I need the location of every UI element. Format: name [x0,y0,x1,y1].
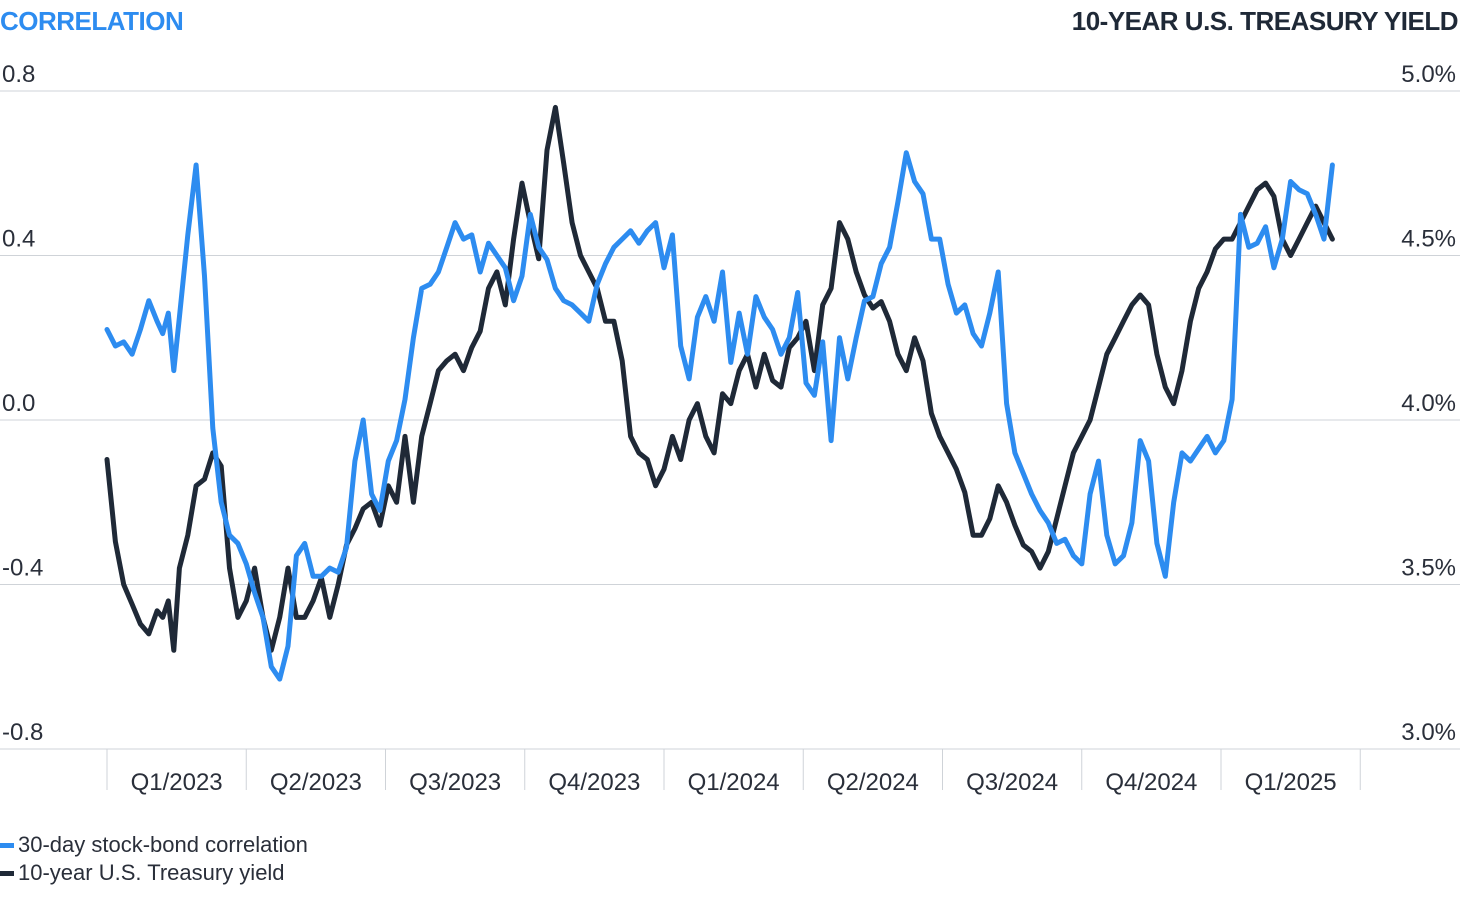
right-tick-label: 3.0% [1401,719,1456,746]
right-tick-label: 4.5% [1401,226,1456,253]
x-tick-label: Q4/2023 [548,769,640,796]
legend-swatch-correlation [0,842,14,848]
series-line-correlation [104,150,1335,682]
right-tick-label: 5.0% [1401,61,1456,88]
series-layer [104,104,1335,682]
x-tick-label: Q3/2023 [409,769,501,796]
right-axis-title: 10-YEAR U.S. TREASURY YIELD [1071,6,1459,36]
left-tick-label: 0.0 [2,390,35,417]
x-tick-label: Q1/2024 [688,769,780,796]
left-tick-label: 0.4 [2,226,35,253]
x-tick-label: Q2/2023 [270,769,362,796]
legend-label-correlation: 30-day stock-bond correlation [18,832,308,857]
legend-item-yield: 10-year U.S. Treasury yield [0,860,285,886]
legend-label-yield: 10-year U.S. Treasury yield [18,860,285,885]
legend-swatch-yield [0,870,14,876]
left-tick-label: 0.8 [2,61,35,88]
left-tick-label: -0.8 [2,719,43,746]
right-tick-label: 4.0% [1401,390,1456,417]
x-tick-label: Q2/2024 [827,769,919,796]
tick-layer: 0.8 5.0% 0.4 4.5% 0.0 4.0% -0.4 3.5% -0.8 3.0% Q1/… [2,61,1456,796]
series-line-yield [104,104,1335,653]
right-tick-label: 3.5% [1401,555,1456,582]
x-tick-label: Q4/2024 [1105,769,1197,796]
left-axis-title: CORRELATION [0,6,184,36]
legend-item-correlation: 30-day stock-bond correlation [0,832,308,858]
grid-layer [0,90,1460,790]
left-tick-label: -0.4 [2,555,43,582]
x-tick-label: Q1/2025 [1245,769,1337,796]
x-tick-label: Q3/2024 [966,769,1058,796]
x-tick-label: Q1/2023 [131,769,223,796]
